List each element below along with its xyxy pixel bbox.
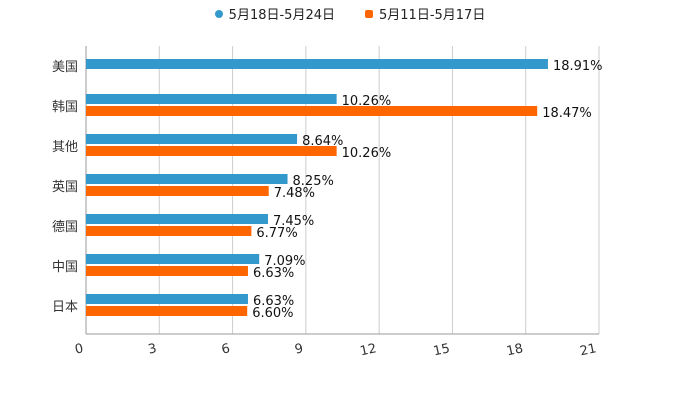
data-label-series-2: 6.60% bbox=[252, 306, 293, 321]
bar-series-1[interactable] bbox=[86, 174, 288, 184]
legend-label-series-1: 5月18日-5月24日 bbox=[228, 8, 335, 23]
data-label-series-2: 6.63% bbox=[253, 266, 294, 281]
data-label-series-2: 10.26% bbox=[342, 146, 392, 161]
legend-swatch-series-2 bbox=[365, 9, 373, 18]
y-category-label: 日本 bbox=[52, 300, 78, 315]
bar-series-1[interactable] bbox=[86, 254, 260, 264]
data-label-series-1: 10.26% bbox=[342, 94, 392, 109]
bar-series-1[interactable] bbox=[86, 214, 268, 224]
bar-series-2[interactable] bbox=[86, 106, 538, 116]
data-label-series-1: 6.63% bbox=[253, 294, 294, 309]
x-tick-label: 9 bbox=[293, 341, 304, 357]
y-category-label: 德国 bbox=[52, 220, 78, 235]
data-label-series-1: 18.91% bbox=[553, 59, 603, 74]
y-category-label: 美国 bbox=[52, 60, 78, 75]
x-tick-label: 18 bbox=[505, 341, 524, 359]
legend-label-series-2: 5月11日-5月17日 bbox=[379, 8, 486, 23]
legend-item-series-1[interactable]: 5月18日-5月24日 bbox=[214, 4, 335, 23]
y-category-label: 中国 bbox=[52, 260, 78, 275]
x-tick-label: 15 bbox=[432, 341, 451, 359]
data-label-series-2: 6.77% bbox=[256, 226, 297, 241]
bar-series-2[interactable] bbox=[86, 186, 269, 196]
bar-series-1[interactable] bbox=[86, 294, 248, 304]
data-label-series-1: 7.09% bbox=[264, 254, 305, 269]
bar-series-2[interactable] bbox=[86, 306, 248, 316]
x-tick-label: 3 bbox=[147, 341, 158, 357]
data-label-series-1: 7.45% bbox=[273, 214, 314, 229]
x-tick-label: 21 bbox=[579, 341, 598, 359]
bar-series-2[interactable] bbox=[86, 226, 252, 236]
bar-series-1[interactable] bbox=[86, 59, 548, 69]
bar-series-1[interactable] bbox=[86, 94, 337, 104]
chart-legend: 5月18日-5月24日 5月11日-5月17日 bbox=[0, 4, 700, 23]
bar-series-1[interactable] bbox=[86, 134, 298, 144]
data-label-series-2: 18.47% bbox=[542, 106, 592, 121]
data-label-series-1: 8.64% bbox=[302, 134, 343, 149]
bar-series-2[interactable] bbox=[86, 266, 248, 276]
x-tick-label: 12 bbox=[359, 341, 378, 359]
legend-item-series-2[interactable]: 5月11日-5月17日 bbox=[365, 4, 485, 23]
legend-swatch-series-1 bbox=[214, 9, 223, 18]
x-tick-label: 0 bbox=[74, 341, 85, 357]
bar-series-2[interactable] bbox=[86, 146, 337, 156]
data-label-series-2: 7.48% bbox=[274, 186, 315, 201]
y-category-label: 韩国 bbox=[52, 100, 78, 115]
data-label-series-1: 8.25% bbox=[293, 174, 334, 189]
y-category-label: 英国 bbox=[52, 180, 78, 195]
y-category-label: 其他 bbox=[52, 140, 78, 155]
x-tick-label: 6 bbox=[220, 341, 231, 357]
